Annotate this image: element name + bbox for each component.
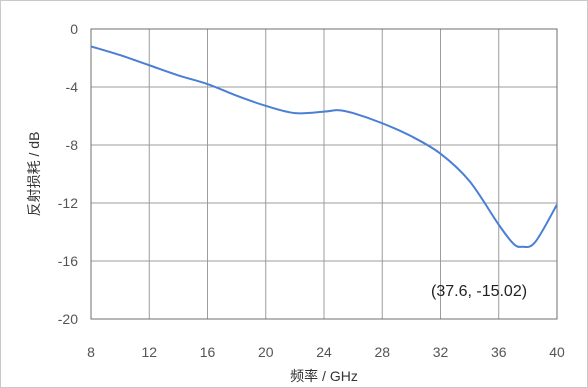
y-tick-label--16: -16 xyxy=(58,253,78,269)
minimum-annotation: (37.6, -15.02) xyxy=(431,283,527,300)
plot-area-border xyxy=(90,28,558,320)
x-tick-label-28: 28 xyxy=(374,344,390,360)
x-tick-label-36: 36 xyxy=(491,344,507,360)
x-tick-label-12: 12 xyxy=(141,344,157,360)
y-axis-tick-labels: 0 -4 -8 -12 -16 -20 xyxy=(58,21,78,327)
y-tick-label--8: -8 xyxy=(66,137,79,153)
data-series-line xyxy=(90,45,558,249)
x-axis-title: 频率 / GHz xyxy=(290,368,358,384)
x-tick-label-24: 24 xyxy=(316,344,332,360)
x-axis-tick-labels: 8 12 16 20 24 28 32 36 40 xyxy=(87,344,565,360)
x-tick-label-32: 32 xyxy=(433,344,449,360)
y-axis-title: 反射损耗 / dB xyxy=(26,132,42,217)
y-tick-label--4: -4 xyxy=(66,79,79,95)
y-tick-label--12: -12 xyxy=(58,195,78,211)
x-tick-label-16: 16 xyxy=(200,344,216,360)
x-tick-label-8: 8 xyxy=(87,344,95,360)
x-tick-label-20: 20 xyxy=(258,344,274,360)
y-tick-label--20: -20 xyxy=(58,311,78,327)
x-tick-label-40: 40 xyxy=(549,344,565,360)
y-tick-label-0: 0 xyxy=(70,21,78,37)
